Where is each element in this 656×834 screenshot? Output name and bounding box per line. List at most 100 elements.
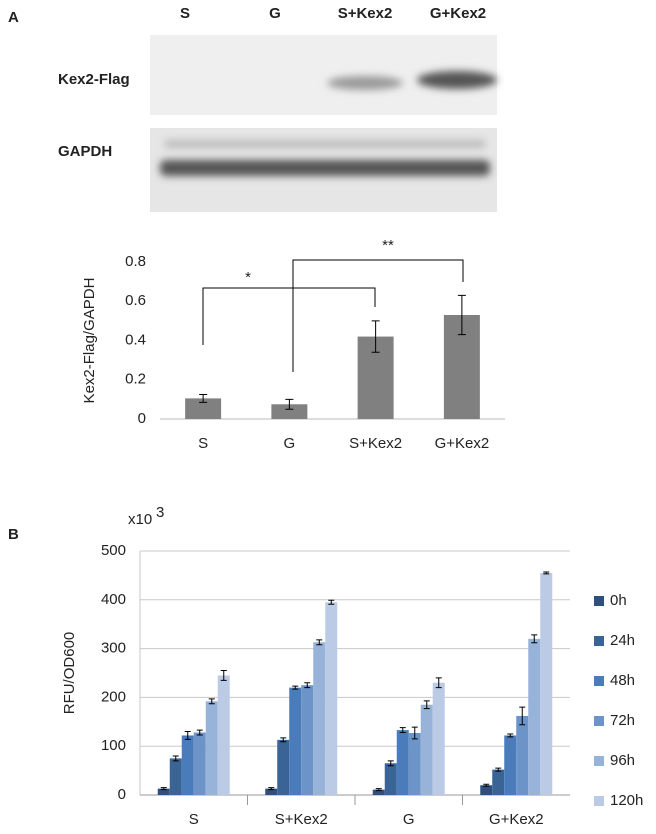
- y-tick-label: 400: [101, 591, 126, 608]
- significance-bracket: [202, 259, 464, 372]
- y-axis-label: RFU/OD600: [61, 632, 78, 715]
- error-bar: [316, 639, 323, 646]
- y-tick-label: 300: [101, 640, 126, 657]
- lane-label: S+Kex2: [338, 5, 393, 22]
- legend-swatch: [594, 636, 604, 646]
- bar: [384, 763, 397, 795]
- error-bar: [304, 682, 311, 689]
- unit-label: x10: [128, 511, 152, 528]
- error-bar: [292, 685, 299, 690]
- y-tick-label: 0.4: [125, 331, 146, 348]
- bar: [157, 788, 170, 795]
- row-label: GAPDH: [58, 143, 112, 160]
- error-bar: [371, 320, 380, 353]
- error-bar: [411, 726, 418, 740]
- error-bar: [268, 787, 275, 791]
- error-bar: [280, 737, 287, 743]
- error-bar: [328, 599, 335, 605]
- error-bar: [208, 698, 215, 705]
- blot-bands: [160, 71, 497, 176]
- legend-label: 48h: [610, 672, 635, 689]
- x-tick-label: G+Kex2: [435, 435, 490, 452]
- error-bar: [543, 571, 550, 575]
- legend-swatch: [594, 756, 604, 766]
- error-bar: [457, 294, 466, 336]
- y-tick-label: 0.6: [125, 292, 146, 309]
- bar: [396, 730, 409, 795]
- legend-label: 96h: [610, 752, 635, 769]
- x-tick-label: G: [403, 811, 415, 828]
- bar: [271, 404, 308, 419]
- error-bar: [220, 670, 227, 681]
- bar: [193, 732, 206, 795]
- unit-exponent: 3: [156, 504, 164, 521]
- bar: [504, 735, 517, 795]
- error-bar: [375, 788, 382, 792]
- annotation: *: [245, 269, 251, 286]
- legend-label: 72h: [610, 712, 635, 729]
- bar: [185, 398, 222, 419]
- bar: [205, 701, 218, 795]
- row-label: Kex2-Flag: [58, 71, 130, 88]
- bar: [528, 638, 541, 795]
- bar: [265, 788, 278, 795]
- error-bar: [495, 767, 502, 772]
- x-tick-label: S+Kex2: [275, 811, 328, 828]
- bar: [420, 704, 433, 795]
- panel-label: B: [8, 526, 19, 543]
- y-tick-label: 0: [138, 410, 146, 427]
- y-tick-label: 500: [101, 542, 126, 559]
- annotation: **: [382, 237, 394, 254]
- error-bar: [196, 729, 203, 736]
- error-bar: [435, 677, 442, 689]
- y-tick-label: 200: [101, 688, 126, 705]
- x-tick-label: S+Kex2: [349, 435, 402, 452]
- legend-swatch: [594, 796, 604, 806]
- y-tick-label: 100: [101, 737, 126, 754]
- legend-label: 120h: [610, 792, 643, 809]
- bar: [540, 572, 553, 795]
- bar: [289, 687, 302, 795]
- legend-swatch: [594, 716, 604, 726]
- bar: [169, 758, 182, 795]
- legend-label: 24h: [610, 632, 635, 649]
- error-bar: [172, 755, 179, 762]
- legend-label: 0h: [610, 592, 627, 609]
- bar: [313, 642, 326, 795]
- error-bar: [507, 733, 514, 738]
- y-tick-label: 0.2: [125, 371, 146, 388]
- bar: [372, 789, 385, 795]
- error-bar: [531, 634, 538, 644]
- legend-swatch: [594, 596, 604, 606]
- bar: [432, 682, 445, 795]
- x-tick-label: S: [189, 811, 199, 828]
- bar: [516, 715, 529, 795]
- legend-swatch: [594, 676, 604, 686]
- bar: [277, 739, 290, 795]
- bar: [325, 602, 338, 795]
- y-axis-label: Kex2-Flag/GAPDH: [81, 278, 98, 404]
- error-bar: [519, 706, 526, 726]
- x-tick-label: G: [284, 435, 296, 452]
- bar: [408, 733, 421, 795]
- error-bar: [199, 393, 208, 403]
- x-tick-label: S: [198, 435, 208, 452]
- lane-label: G+Kex2: [430, 5, 486, 22]
- bar: [480, 785, 493, 795]
- error-bar: [285, 398, 294, 410]
- y-tick-label: 0.8: [125, 253, 146, 270]
- error-bar: [184, 731, 191, 740]
- error-bar: [423, 700, 430, 710]
- bar: [217, 675, 230, 795]
- y-tick-label: 0: [118, 786, 126, 803]
- bar: [301, 685, 314, 795]
- bar: [492, 769, 505, 795]
- lane-label: G: [269, 5, 281, 22]
- x-tick-label: G+Kex2: [489, 811, 544, 828]
- error-bar: [160, 787, 167, 791]
- bar: [181, 735, 194, 795]
- error-bar: [483, 783, 490, 787]
- error-bar: [387, 760, 394, 767]
- lane-label: S: [180, 5, 190, 22]
